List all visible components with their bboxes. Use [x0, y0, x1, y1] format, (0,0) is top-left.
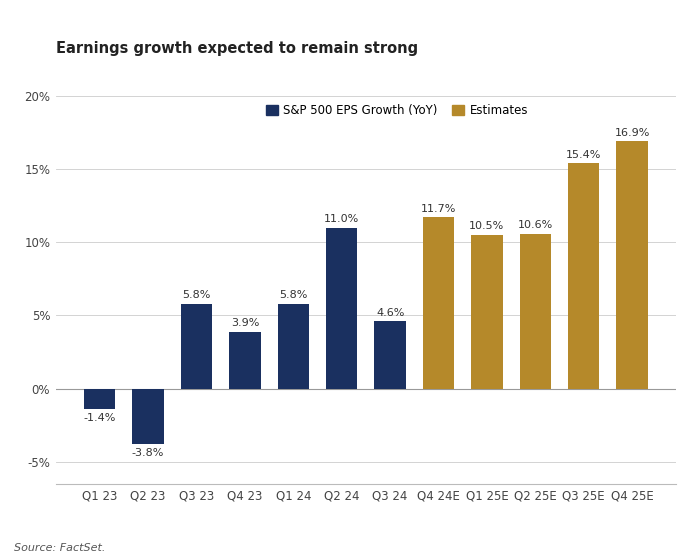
Bar — [423, 217, 454, 389]
Text: Earnings growth expected to remain strong: Earnings growth expected to remain stron… — [56, 41, 418, 56]
Text: 5.8%: 5.8% — [183, 290, 210, 300]
Bar — [520, 234, 551, 389]
Bar — [132, 389, 164, 444]
Legend: S&P 500 EPS Growth (YoY), Estimates: S&P 500 EPS Growth (YoY), Estimates — [261, 100, 533, 122]
Text: 16.9%: 16.9% — [615, 128, 650, 138]
Text: 3.9%: 3.9% — [231, 318, 259, 328]
Text: -3.8%: -3.8% — [132, 448, 164, 458]
Text: 15.4%: 15.4% — [566, 150, 602, 160]
Bar — [616, 141, 648, 389]
Text: -1.4%: -1.4% — [84, 413, 116, 423]
Bar — [471, 235, 503, 389]
Bar — [84, 389, 116, 409]
Text: 10.6%: 10.6% — [518, 220, 553, 230]
Text: 4.6%: 4.6% — [376, 307, 404, 317]
Text: 11.0%: 11.0% — [324, 214, 360, 224]
Text: 10.5%: 10.5% — [469, 221, 505, 231]
Bar — [181, 304, 212, 389]
Text: 5.8%: 5.8% — [279, 290, 307, 300]
Bar — [229, 331, 261, 389]
Bar — [326, 227, 358, 389]
Bar — [277, 304, 309, 389]
Bar — [374, 321, 406, 389]
Text: Source: FactSet.: Source: FactSet. — [14, 543, 105, 553]
Text: 11.7%: 11.7% — [421, 203, 457, 214]
Bar — [568, 163, 599, 389]
